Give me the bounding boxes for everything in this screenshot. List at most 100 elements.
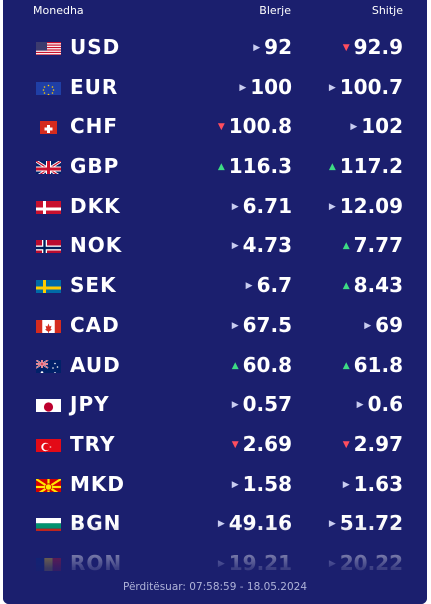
sell-rate: ▶ 1.63 [343, 472, 403, 496]
buy-rate: ▼ 2.69 [232, 432, 292, 456]
trend-same-icon: ▶ [350, 122, 358, 133]
sell-value: 12.09 [339, 193, 403, 218]
buy-rate: ▶ 6.7 [246, 273, 292, 297]
sell-rate: ▶ 20.22 [329, 551, 403, 575]
buy-value: 116.3 [228, 154, 292, 179]
currency-code: CAD [70, 312, 120, 337]
currency-code: RON [70, 550, 123, 575]
buy-value: 100.8 [228, 114, 292, 139]
buy-value: 2.69 [242, 431, 292, 456]
trend-same-icon: ▶ [231, 320, 239, 331]
sell-value: 102 [361, 114, 403, 139]
trend-up-icon: ▲ [328, 162, 336, 173]
currency-code: AUD [70, 352, 121, 377]
buy-rate: ▼ 100.8 [218, 114, 292, 138]
rates-list: USD ▶ 92 ▼ 92.9 EUR ▶ 100 ▶ 100.7 CHF ▼ 100.8 ▶ 102 GBP… [3, 27, 427, 583]
trend-up-icon: ▲ [231, 360, 239, 371]
sell-value: 92.9 [353, 35, 403, 59]
rate-row-dkk: DKK ▶ 6.71 ▶ 12.09 [3, 186, 427, 226]
rate-row-try: TRY ▼ 2.69 ▼ 2.97 [3, 424, 427, 464]
buy-value: 100 [250, 74, 292, 99]
sell-rate: ▶ 100.7 [329, 75, 403, 99]
buy-value: 1.58 [242, 471, 292, 496]
trend-same-icon: ▶ [328, 82, 336, 93]
last-updated: Përditësuar: 07:58:59 - 18.05.2024 [122, 581, 308, 593]
buy-value: 92 [264, 35, 292, 59]
trend-same-icon: ▶ [342, 479, 350, 490]
jp-flag-icon [36, 396, 61, 413]
rate-row-gbp: GBP ▲ 116.3 ▲ 117.2 [3, 146, 427, 186]
us-flag-icon [36, 39, 61, 55]
buy-value: 0.57 [242, 392, 292, 417]
trend-down-icon: ▼ [342, 439, 350, 450]
currency-code: JPY [70, 392, 110, 417]
buy-value: 67.5 [242, 312, 292, 337]
buy-value: 60.8 [242, 352, 292, 377]
buy-rate: ▲ 116.3 [218, 154, 292, 178]
buy-rate: ▶ 0.57 [232, 392, 292, 416]
trend-same-icon: ▶ [239, 82, 247, 93]
trend-up-icon: ▲ [342, 281, 350, 292]
rate-row-ron: RON ▶ 19.21 ▶ 20.22 [3, 543, 427, 583]
trend-up-icon: ▲ [342, 360, 350, 371]
trend-down-icon: ▼ [217, 122, 225, 133]
buy-rate: ▶ 92 [253, 35, 292, 59]
trend-up-icon: ▲ [342, 241, 350, 252]
trend-same-icon: ▶ [217, 558, 225, 569]
currency-code: EUR [70, 74, 119, 99]
mk-flag-icon [36, 476, 61, 492]
buy-value: 6.71 [242, 193, 292, 218]
sell-value: 2.97 [353, 431, 403, 456]
sell-value: 20.22 [339, 550, 403, 575]
currency-code: USD [70, 35, 121, 59]
currency-code: TRY [70, 431, 116, 456]
trend-same-icon: ▶ [231, 241, 239, 252]
rate-row-chf: CHF ▼ 100.8 ▶ 102 [3, 106, 427, 146]
buy-rate: ▶ 100 [239, 75, 292, 99]
rate-row-bgn: BGN ▶ 49.16 ▶ 51.72 [3, 503, 427, 543]
rate-row-sek: SEK ▶ 6.7 ▲ 8.43 [3, 265, 427, 305]
currency-code: SEK [70, 273, 117, 298]
gb-flag-icon [36, 158, 61, 175]
sell-rate: ▼ 92.9 [343, 35, 403, 59]
header-currency: Monedha [33, 4, 84, 17]
sell-value: 61.8 [353, 352, 403, 377]
exchange-rate-panel: Monedha Blerje Shitje USD ▶ 92 ▼ 92.9 EUR ▶ 100… [3, 0, 427, 604]
au-flag-icon [36, 357, 61, 373]
rate-row-jpy: JPY ▶ 0.57 ▶ 0.6 [3, 384, 427, 424]
buy-value: 4.73 [242, 233, 292, 258]
sell-rate: ▲ 8.43 [343, 273, 403, 297]
ca-flag-icon [36, 317, 61, 333]
sell-value: 7.77 [353, 233, 403, 258]
trend-same-icon: ▶ [217, 519, 225, 530]
trend-same-icon: ▶ [231, 201, 239, 212]
rate-row-cad: CAD ▶ 67.5 ▶ 69 [3, 305, 427, 345]
trend-same-icon: ▶ [245, 281, 253, 292]
table-header: Monedha Blerje Shitje [3, 0, 427, 24]
buy-rate: ▲ 60.8 [232, 353, 292, 377]
trend-same-icon: ▶ [231, 400, 239, 411]
trend-same-icon: ▶ [328, 519, 336, 530]
currency-code: GBP [70, 154, 120, 179]
buy-rate: ▶ 1.58 [232, 472, 292, 496]
sell-rate: ▶ 51.72 [329, 511, 403, 535]
buy-value: 6.7 [256, 273, 292, 298]
trend-same-icon: ▶ [328, 201, 336, 212]
currency-code: NOK [70, 233, 123, 258]
tr-flag-icon [36, 436, 61, 452]
currency-code: MKD [70, 471, 126, 496]
trend-down-icon: ▼ [342, 43, 350, 53]
currency-code: DKK [70, 193, 121, 218]
header-buy: Blerje [259, 4, 291, 17]
sell-rate: ▶ 102 [350, 114, 403, 138]
trend-same-icon: ▶ [328, 558, 336, 569]
currency-code: BGN [70, 511, 122, 536]
sell-rate: ▶ 12.09 [329, 194, 403, 218]
rate-row-mkd: MKD ▶ 1.58 ▶ 1.63 [3, 464, 427, 504]
rate-row-nok: NOK ▶ 4.73 ▲ 7.77 [3, 225, 427, 265]
buy-rate: ▶ 4.73 [232, 233, 292, 257]
sell-rate: ▶ 0.6 [357, 392, 403, 416]
se-flag-icon [36, 277, 61, 294]
ch-flag-icon [36, 118, 61, 135]
trend-same-icon: ▶ [253, 43, 261, 53]
